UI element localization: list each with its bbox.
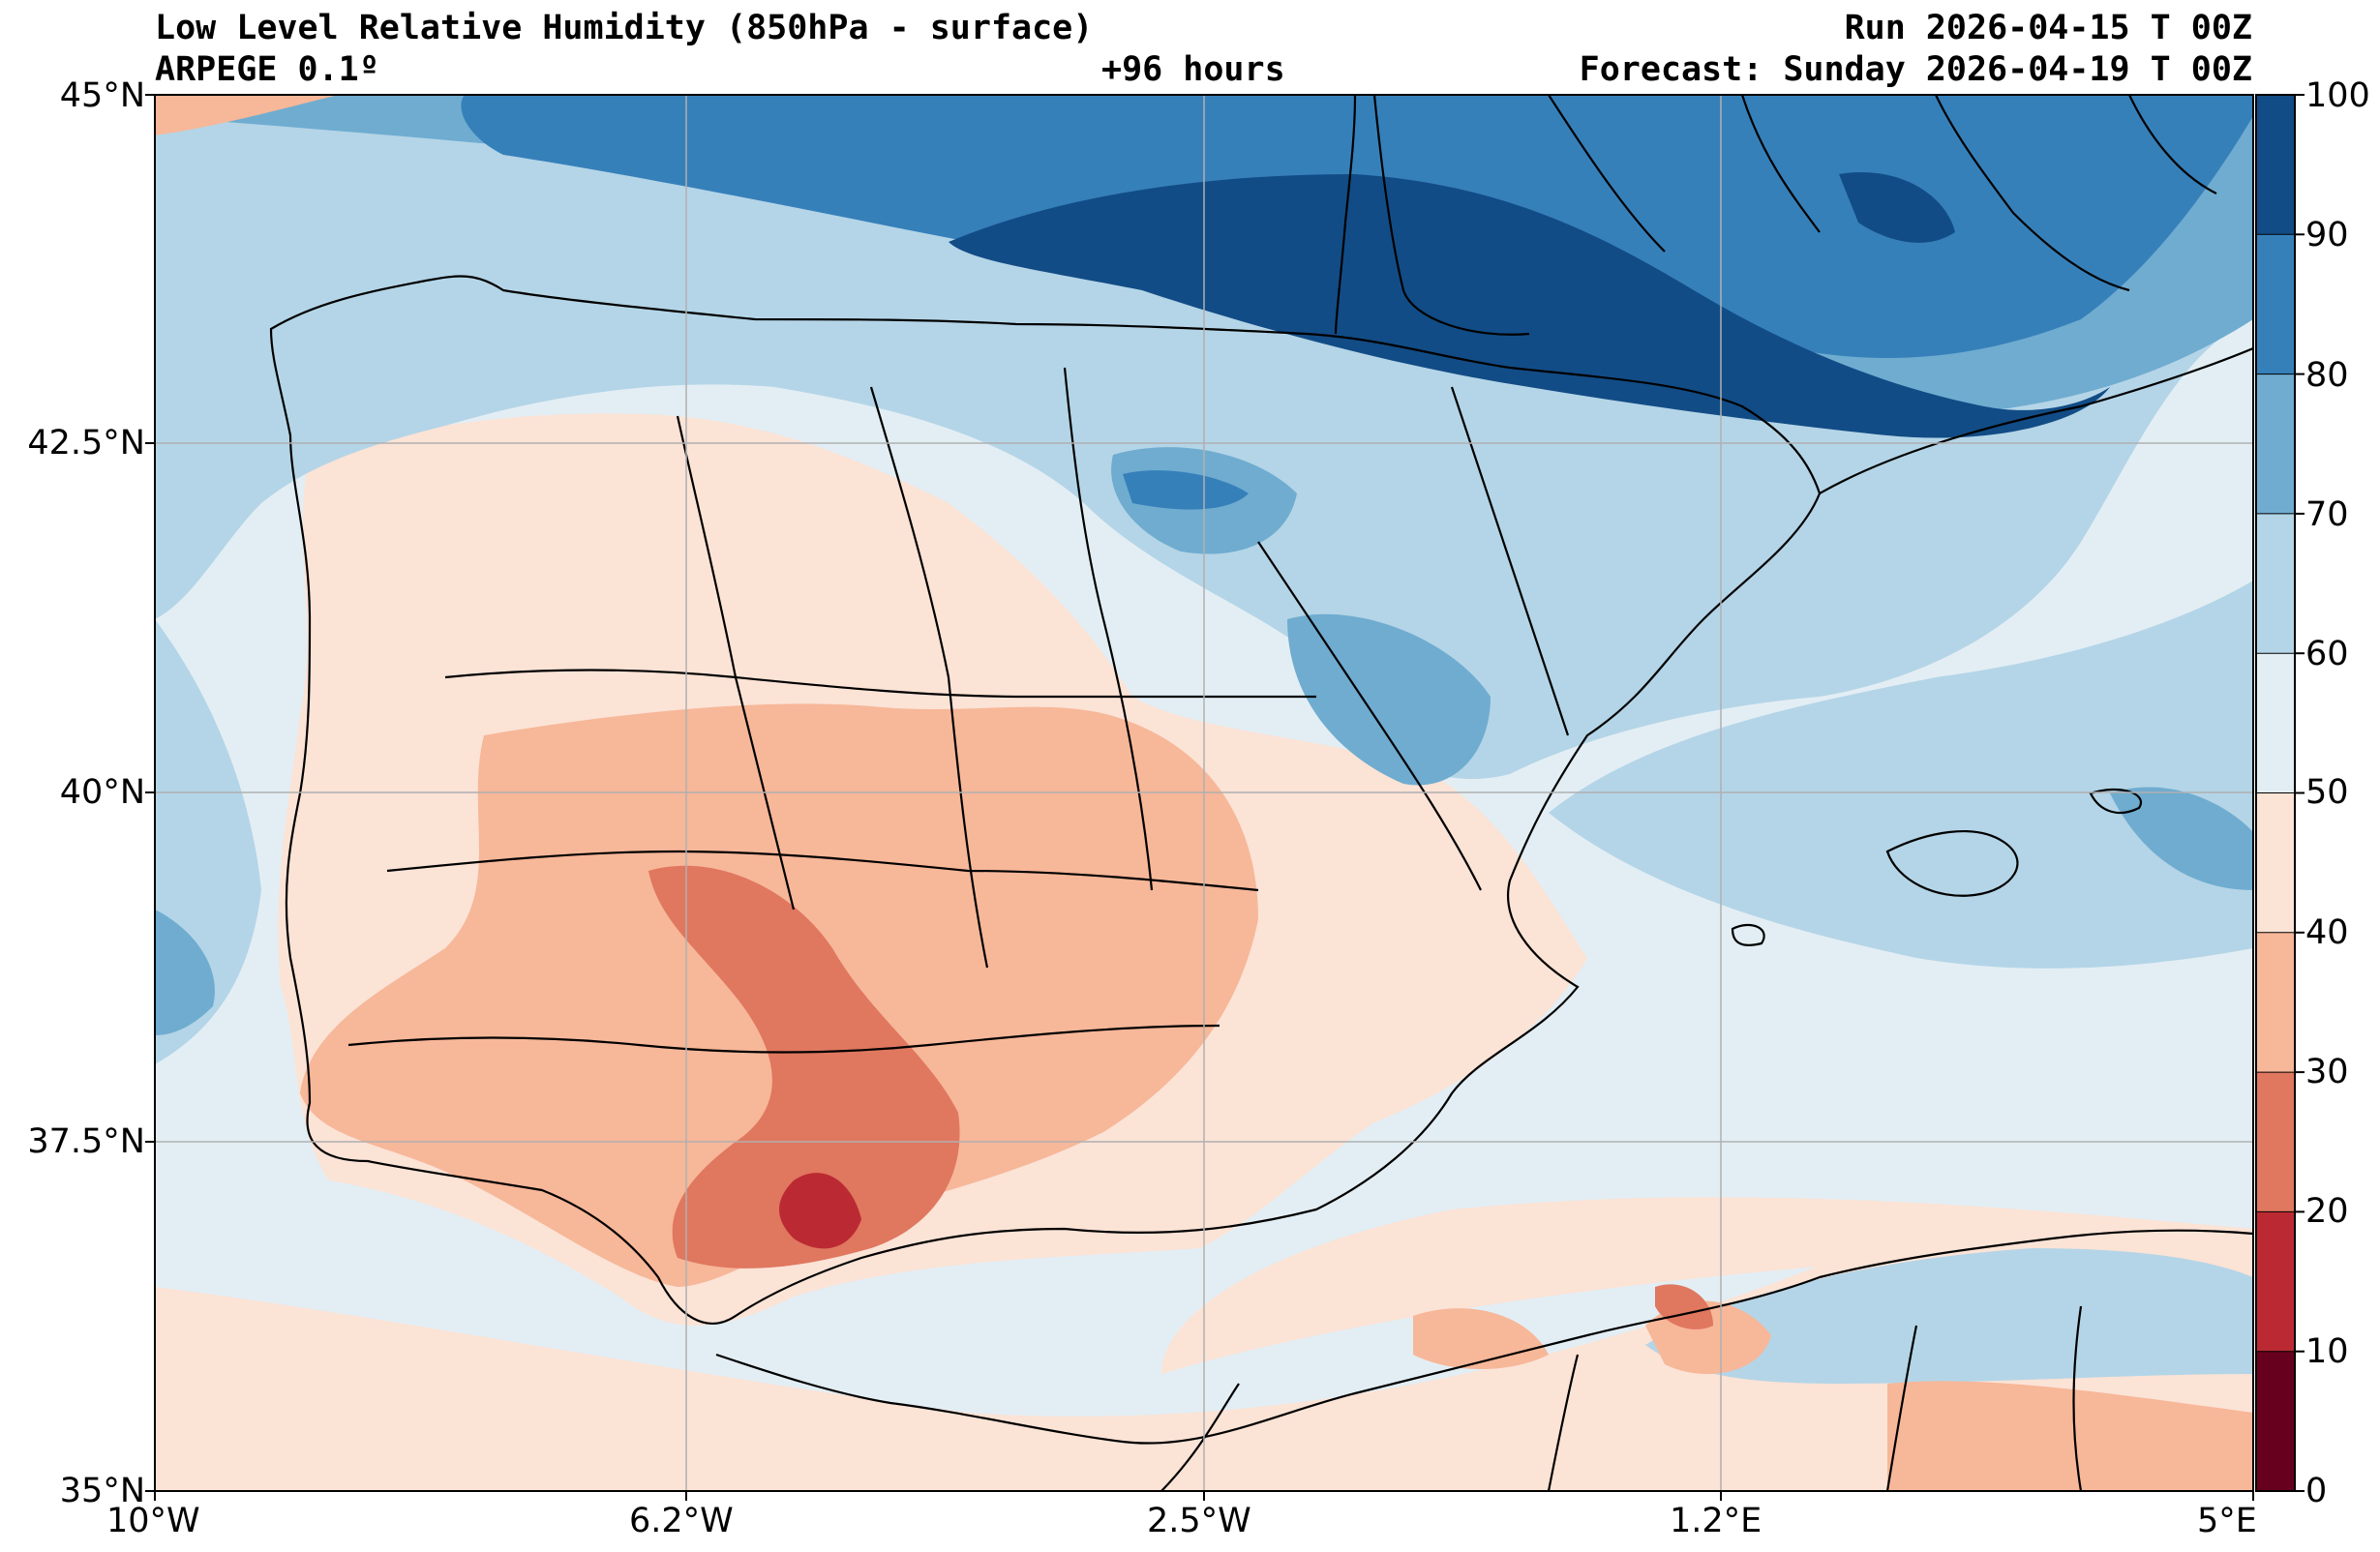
field-bin-70-80-iberian	[1287, 613, 1491, 786]
lead-time-label: +96 hours	[1101, 50, 1285, 89]
field-bin-10-20	[779, 1173, 861, 1249]
field-bin-70-80-east	[2110, 787, 2253, 890]
lon-label-6-2w: 6.2°W	[629, 1502, 734, 1540]
cbar-tick-40: 40	[2305, 913, 2349, 952]
lat-label-42-5n: 42.5°N	[27, 424, 145, 463]
field-bin-30-40-desert	[1887, 1381, 2253, 1491]
field-bin-30-40-corner	[155, 95, 339, 135]
cbar-tick-30: 30	[2305, 1053, 2349, 1091]
lon-label-1-2e: 1.2°E	[1670, 1502, 1762, 1540]
model-label: ARPEGE 0.1º	[155, 50, 379, 89]
colorbar-bin-30-40	[2256, 932, 2295, 1073]
field-bin-40-50-med	[1161, 1197, 2253, 1374]
cbar-tick-100: 100	[2305, 76, 2370, 115]
axis-ticks	[145, 94, 2254, 1501]
colorbar-bin-70-80	[2256, 373, 2295, 514]
field-bin-80-90-ebro	[1123, 470, 1249, 510]
run-label: Run 2026-04-15 T 00Z	[1844, 9, 2252, 47]
forecast-label: Forecast: Sunday 2026-04-19 T 00Z	[1579, 50, 2252, 89]
field-bin-90-100-alps	[1839, 172, 1955, 243]
colorbar-bin-80-90	[2256, 234, 2295, 374]
lat-label-37-5n: 37.5°N	[27, 1122, 145, 1161]
colorbar-bin-10-20	[2256, 1211, 2295, 1352]
colorbar-bin-90-100	[2256, 95, 2295, 235]
lat-label-40n: 40°N	[59, 773, 145, 812]
cbar-tick-60: 60	[2305, 635, 2349, 673]
lon-label-2-5w: 2.5°W	[1147, 1502, 1251, 1540]
colorbar-frame	[2255, 94, 2296, 1492]
colorbar-bin-0-10	[2256, 1351, 2295, 1491]
colorbar-bin-60-70	[2256, 513, 2295, 654]
lat-label-35n: 35°N	[59, 1472, 145, 1510]
cbar-tick-70: 70	[2305, 495, 2349, 534]
cbar-tick-50: 50	[2305, 773, 2349, 812]
field-bin-90-100	[949, 174, 2110, 438]
field-bin-60-70-balearic	[1549, 581, 2253, 969]
cbar-tick-10: 10	[2305, 1332, 2349, 1371]
lat-label-45n: 45°N	[59, 76, 145, 115]
cbar-tick-90: 90	[2305, 216, 2349, 254]
cbar-tick-0: 0	[2305, 1472, 2328, 1510]
colorbar	[2255, 94, 2305, 1492]
lon-label-5e: 5°E	[2197, 1502, 2257, 1540]
lon-label-10w: 10°W	[106, 1502, 200, 1540]
colorbar-bin-40-50	[2256, 792, 2295, 933]
coastlines	[269, 95, 2253, 1491]
chart-title: Low Level Relative Humidity (850hPa - su…	[155, 9, 1094, 47]
gridlines	[155, 95, 2253, 1491]
colorbar-bin-50-60	[2256, 653, 2295, 793]
cbar-tick-80: 80	[2305, 356, 2349, 395]
field-bin-70-80-west	[155, 910, 215, 1035]
field-bin-60-70-algeria	[1645, 1248, 2253, 1384]
colorbar-bin-20-30	[2256, 1072, 2295, 1212]
field-bin-20-30	[648, 865, 960, 1268]
field-bin-40-50-south	[155, 1229, 2253, 1491]
cbar-tick-20: 20	[2305, 1192, 2349, 1231]
